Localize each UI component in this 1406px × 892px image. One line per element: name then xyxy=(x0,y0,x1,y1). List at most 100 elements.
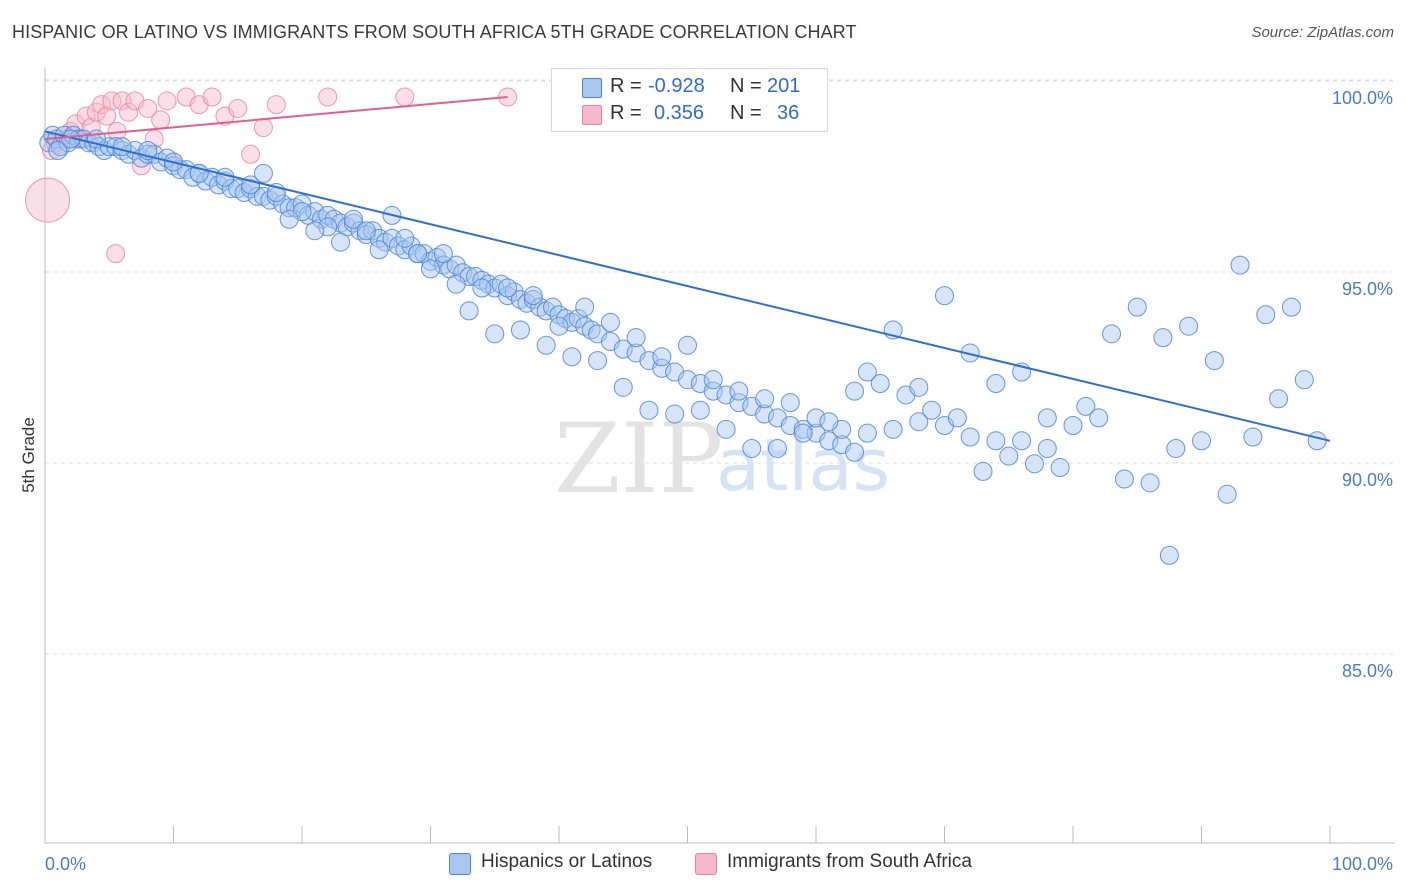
trend-line-hispanics xyxy=(44,130,1331,442)
data-point-immigrants xyxy=(157,91,177,111)
legend-r-label: R = xyxy=(610,75,642,97)
data-point-hispanics xyxy=(446,255,466,275)
legend-r-value: 0.356 xyxy=(654,102,705,124)
data-point-hispanics xyxy=(678,335,697,355)
data-point-hispanics xyxy=(112,137,132,157)
data-point-hispanics xyxy=(1037,438,1057,458)
x-tick-label: 100.0% xyxy=(1332,854,1393,874)
data-point-hispanics xyxy=(729,393,749,413)
data-point-hispanics xyxy=(1140,473,1160,493)
data-point-hispanics xyxy=(806,408,826,428)
data-point-hispanics xyxy=(1089,408,1109,428)
data-point-hispanics xyxy=(767,438,787,458)
legend-n-label: N = xyxy=(730,75,762,97)
data-point-hispanics xyxy=(446,274,466,294)
legend-row-immigrants: R = 0.356 N = 36 xyxy=(552,102,827,128)
data-point-hispanics xyxy=(755,404,775,424)
data-point-hispanics xyxy=(369,240,389,260)
data-point-hispanics xyxy=(279,209,299,229)
data-point-hispanics xyxy=(331,232,351,252)
data-point-hispanics xyxy=(703,381,723,401)
data-point-hispanics xyxy=(639,400,659,420)
data-point-immigrants xyxy=(241,144,261,164)
data-point-hispanics xyxy=(999,446,1019,466)
data-point-hispanics xyxy=(343,209,363,229)
legend-r-label: R = xyxy=(610,102,642,124)
data-point-hispanics xyxy=(845,381,865,401)
data-point-hispanics xyxy=(986,431,1006,451)
y-tick-label: 90.0% xyxy=(1342,470,1393,490)
legend-r-value: -0.928 xyxy=(648,75,705,97)
data-point-immigrants xyxy=(92,95,112,115)
trend-line-immigrants xyxy=(44,96,508,141)
data-point-hispanics xyxy=(729,381,749,401)
bottom-legend-swatch-pink xyxy=(695,853,717,875)
data-point-hispanics xyxy=(356,221,376,241)
data-point-hispanics xyxy=(305,221,325,241)
data-point-immigrants xyxy=(202,87,222,107)
data-point-hispanics xyxy=(395,228,415,248)
data-point-hispanics xyxy=(883,419,903,439)
bottom-legend-swatch-blue xyxy=(449,853,471,875)
data-point-hispanics xyxy=(279,198,299,218)
data-point-hispanics xyxy=(626,328,646,348)
legend-n-value: 201 xyxy=(767,75,801,97)
y-tick-label: 100.0% xyxy=(1332,88,1393,108)
data-point-hispanics xyxy=(857,423,877,443)
source-label: Source: ZipAtlas.com xyxy=(1251,24,1394,41)
data-point-immigrants xyxy=(138,98,158,118)
data-point-hispanics xyxy=(716,419,736,439)
chart-title: HISPANIC OR LATINO VS IMMIGRANTS FROM SO… xyxy=(12,22,857,42)
data-point-hispanics xyxy=(1192,431,1211,451)
data-point-hispanics xyxy=(48,140,68,160)
data-point-hispanics xyxy=(1050,458,1070,478)
data-point-hispanics xyxy=(857,362,877,382)
data-point-hispanics xyxy=(472,278,492,298)
data-point-immigrants xyxy=(253,118,273,138)
data-point-hispanics xyxy=(665,404,685,424)
watermark: ZIP atlas xyxy=(554,403,890,515)
data-point-hispanics xyxy=(600,312,620,332)
data-point-hispanics xyxy=(510,320,530,340)
data-point-hispanics xyxy=(363,221,383,241)
y-axis-label: 5th Grade xyxy=(19,417,38,493)
data-point-immigrants xyxy=(102,91,122,111)
legend-n-value: 36 xyxy=(777,102,800,124)
data-point-hispanics xyxy=(1294,370,1314,390)
data-point-hispanics xyxy=(922,400,942,420)
data-point-hispanics xyxy=(1281,297,1301,317)
data-point-hispanics xyxy=(1269,389,1289,409)
data-point-hispanics xyxy=(253,163,273,183)
data-point-hispanics xyxy=(973,461,993,481)
data-point-immigrants xyxy=(395,87,415,107)
data-point-hispanics xyxy=(1012,431,1032,451)
trend-lines xyxy=(44,96,1331,442)
data-point-hispanics xyxy=(1256,305,1276,325)
correlation-legend: R = -0.928 N = 201 R = 0.356 N = 36 xyxy=(551,68,828,132)
data-point-immigrants xyxy=(228,98,248,118)
data-point-hispanics xyxy=(221,179,241,199)
data-point-hispanics xyxy=(755,389,775,409)
axis-labels: 100.0% 95.0% 90.0% 85.0% 0.0% 100.0% 5th Grade xyxy=(19,88,1393,874)
watermark-zip: ZIP xyxy=(554,403,723,515)
y-tick-label: 95.0% xyxy=(1342,279,1393,299)
grid-lines xyxy=(45,79,1395,655)
data-point-hispanics xyxy=(1307,431,1327,451)
data-point-immigrants xyxy=(106,244,126,264)
data-point-hispanics xyxy=(1243,427,1263,447)
data-point-immigrants xyxy=(25,177,71,223)
x-tick-label: 0.0% xyxy=(45,854,86,874)
data-point-hispanics xyxy=(562,347,582,367)
data-point-hispanics xyxy=(247,186,267,206)
data-point-hispanics xyxy=(845,442,865,462)
bottom-legend-label: Hispanics or Latinos xyxy=(481,851,653,872)
legend-swatch-pink xyxy=(582,105,602,125)
data-point-hispanics xyxy=(870,374,890,393)
data-point-hispanics xyxy=(947,408,967,428)
data-point-immigrants xyxy=(81,118,101,138)
data-point-hispanics xyxy=(652,358,672,378)
data-point-hispanics xyxy=(1153,328,1173,348)
data-point-immigrants xyxy=(318,87,338,107)
data-point-hispanics xyxy=(1179,316,1199,336)
axes xyxy=(44,68,1395,844)
